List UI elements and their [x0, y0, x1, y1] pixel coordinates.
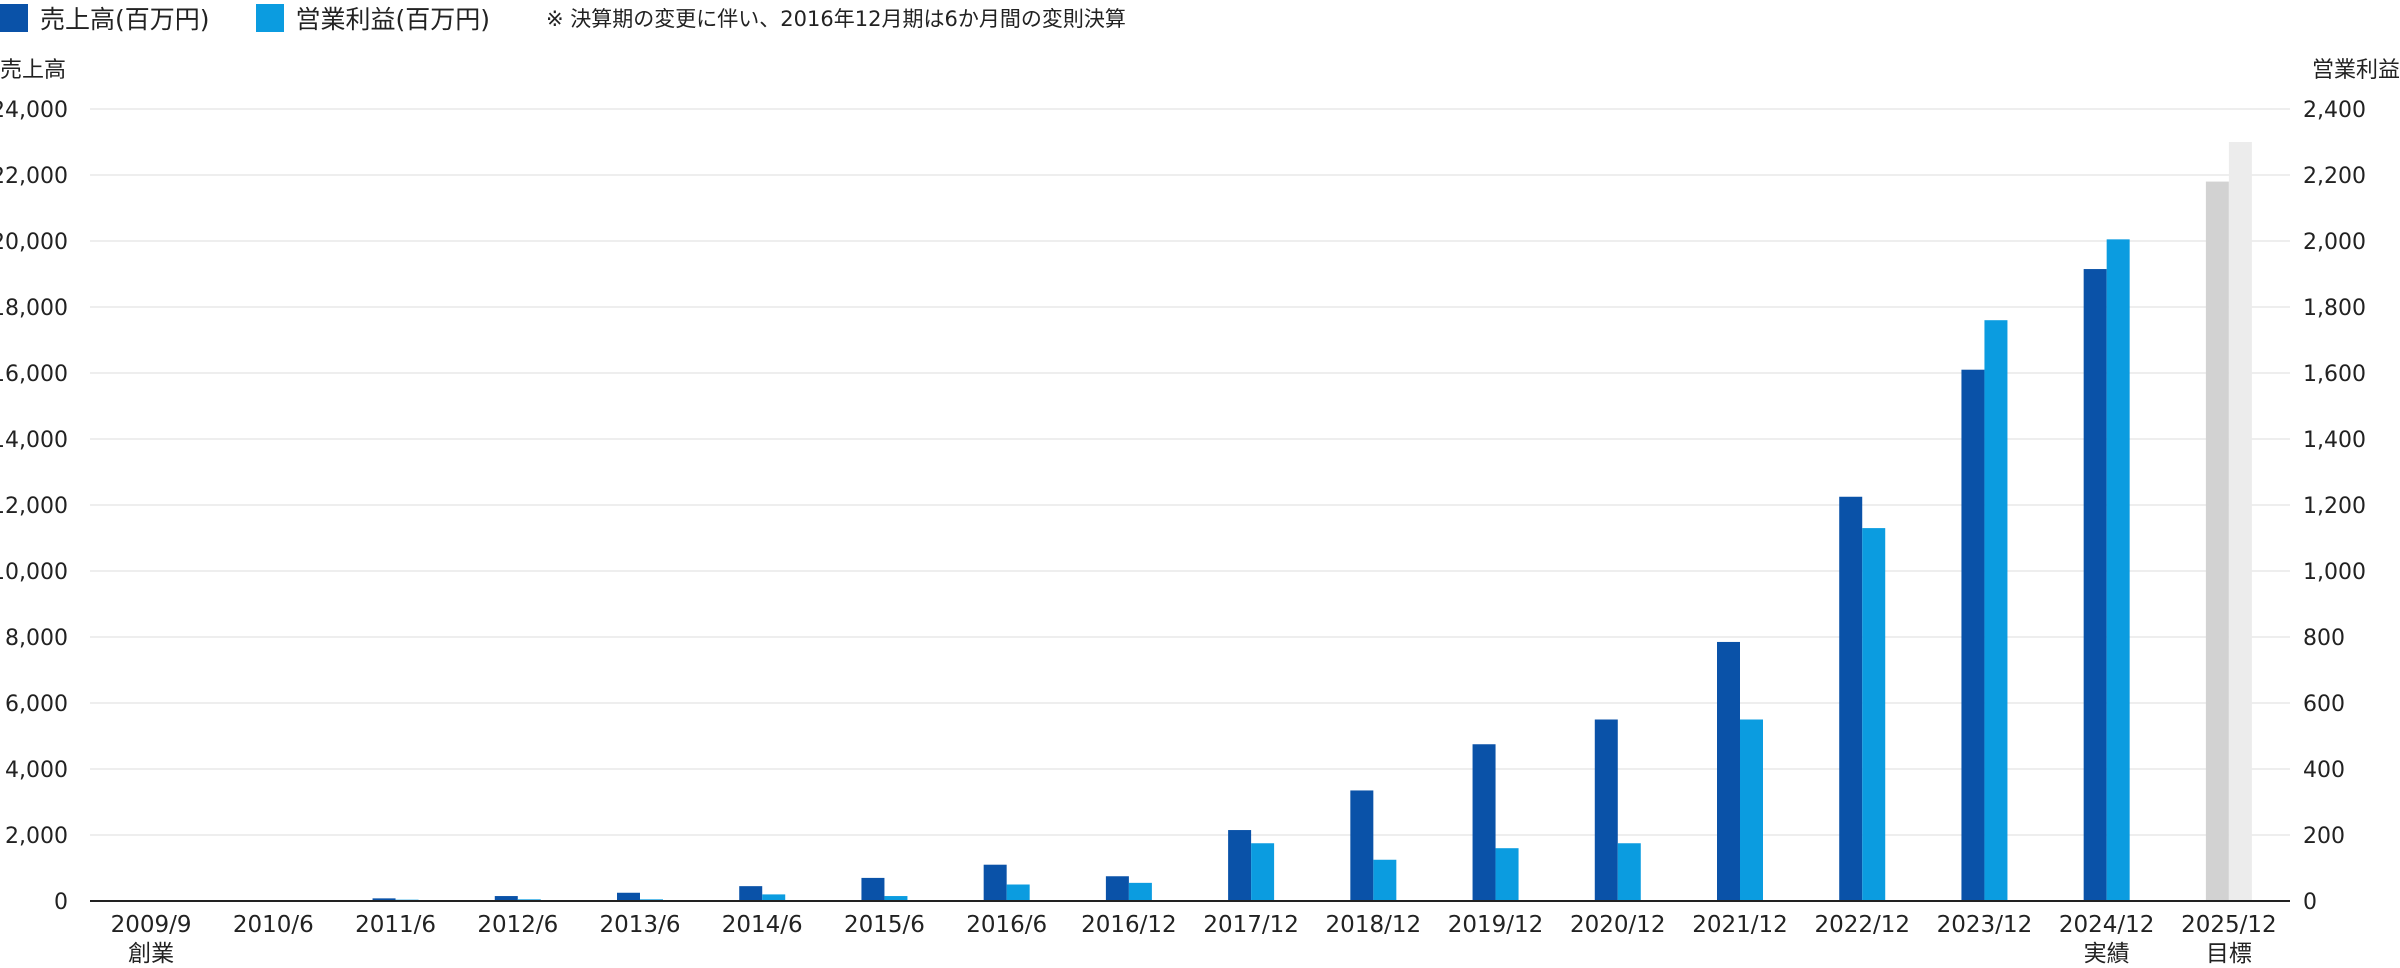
- profit-swatch-icon: [255, 4, 284, 32]
- bar-profit-2023-12: [1984, 320, 2008, 901]
- x-tick-label: 2024/12: [2059, 912, 2155, 938]
- bar-sales-2025-12: [2205, 181, 2229, 902]
- legend-label-sales: 売上高(百万円): [40, 5, 210, 34]
- y-right-tick-label: 800: [2303, 626, 2345, 651]
- y-right-tick-label: 400: [2303, 758, 2345, 783]
- y-right-tick-label: 1,800: [2303, 296, 2366, 321]
- bar-profit-2024-12: [2106, 239, 2130, 902]
- bar-sales-2022-12: [1839, 496, 1863, 901]
- x-tick-label: 2023/12: [1937, 912, 2033, 938]
- bar-sales-2018-12: [1350, 790, 1374, 901]
- legend-item-profit: 営業利益(百万円): [255, 0, 491, 36]
- x-sublabel: 実績: [2084, 941, 2130, 967]
- bar-sales-2017-12: [1228, 830, 1252, 901]
- y-right-tick-label: 2,200: [2303, 164, 2366, 189]
- y-right-tick-label: 2,000: [2303, 230, 2366, 255]
- bar-profit-2025-12: [2228, 142, 2252, 901]
- legend: 売上高(百万円) 営業利益(百万円) ※ 決算期の変更に伴い、2016年12月期…: [0, 0, 1126, 36]
- x-tick-label: 2018/12: [1326, 912, 1422, 938]
- bar-profit-2016-12: [1128, 882, 1152, 901]
- x-tick-label: 2013/6: [600, 912, 681, 938]
- bar-sales-2014-6: [739, 886, 763, 901]
- bar-sales-2012-6: [494, 896, 518, 901]
- y-left-tick-label: 24,000: [0, 98, 68, 123]
- y-left-tick-label: 8,000: [5, 626, 68, 651]
- legend-item-sales: 売上高(百万円): [0, 0, 210, 36]
- y-left-tick-label: 0: [54, 890, 68, 915]
- x-tick-label: 2021/12: [1692, 912, 1788, 938]
- bar-profit-2014-6: [762, 894, 786, 901]
- y-left-tick-label: 6,000: [5, 692, 68, 717]
- y-left-tick-label: 12,000: [0, 494, 68, 519]
- x-tick-label: 2009/9: [111, 912, 192, 938]
- bar-profit-2021-12: [1740, 719, 1763, 901]
- x-tick-label: 2010/6: [233, 912, 314, 938]
- y-right-tick-label: 1,000: [2303, 560, 2366, 585]
- bar-sales-2024-12: [2083, 269, 2107, 901]
- bar-sales-2015-6: [861, 877, 885, 901]
- x-tick-label: 2015/6: [844, 912, 925, 938]
- y-left-tick-label: 4,000: [5, 758, 68, 783]
- bar-profit-2022-12: [1862, 528, 1886, 901]
- x-tick-label: 2016/6: [966, 912, 1047, 938]
- bar-profit-2019-12: [1495, 848, 1519, 901]
- x-tick-label: 2025/12: [2181, 912, 2277, 938]
- y-right-tick-label: 1,400: [2303, 428, 2366, 453]
- x-tick-label: 2017/12: [1203, 912, 1299, 938]
- bar-sales-2013-6: [617, 892, 640, 901]
- y-right-tick-label: 200: [2303, 824, 2345, 849]
- y-right-tick-label: 2,400: [2303, 98, 2366, 123]
- bar-sales-2021-12: [1717, 641, 1740, 901]
- y-left-axis-title: 売上高: [0, 58, 66, 83]
- bar-sales-2023-12: [1961, 369, 1985, 901]
- x-tick-label: 2011/6: [355, 912, 436, 938]
- x-sublabel: 目標: [2206, 941, 2252, 967]
- y-right-tick-label: 1,600: [2303, 362, 2366, 387]
- y-right-tick-label: 1,200: [2303, 494, 2366, 519]
- legend-label-profit: 営業利益(百万円): [295, 5, 491, 34]
- y-left-tick-label: 16,000: [0, 362, 68, 387]
- x-tick-label: 2022/12: [1814, 912, 1910, 938]
- sales-swatch-icon: [0, 4, 28, 32]
- y-left-tick-label: 18,000: [0, 296, 68, 321]
- y-left-tick-label: 2,000: [5, 824, 68, 849]
- bar-profit-2018-12: [1373, 859, 1397, 901]
- bar-sales-2011-6: [372, 898, 396, 901]
- x-tick-label: 2012/6: [477, 912, 558, 938]
- bar-sales-2019-12: [1472, 744, 1496, 901]
- bar-sales-2020-12: [1594, 719, 1618, 901]
- y-left-tick-label: 14,000: [0, 428, 68, 453]
- y-left-tick-label: 22,000: [0, 164, 68, 189]
- x-sublabel: 創業: [128, 941, 174, 967]
- x-tick-label: 2016/12: [1081, 912, 1177, 938]
- fiscal-note: ※ 決算期の変更に伴い、2016年12月期は6か月間の変則決算: [546, 7, 1126, 31]
- y-left-tick-label: 10,000: [0, 560, 68, 585]
- bar-profit-2020-12: [1617, 843, 1641, 901]
- y-right-axis-title: 営業利益: [2312, 58, 2400, 83]
- bar-sales-2016-12: [1105, 876, 1129, 901]
- x-tick-label: 2019/12: [1448, 912, 1544, 938]
- y-right-tick-label: 600: [2303, 692, 2345, 717]
- bar-sales-2016-6: [983, 864, 1007, 901]
- y-right-tick-label: 0: [2303, 890, 2317, 915]
- y-left-tick-label: 20,000: [0, 230, 68, 255]
- bar-profit-2017-12: [1251, 843, 1275, 901]
- bar-profit-2015-6: [884, 896, 908, 901]
- x-tick-label: 2020/12: [1570, 912, 1666, 938]
- bar-profit-2016-6: [1006, 884, 1030, 901]
- x-tick-label: 2014/6: [722, 912, 803, 938]
